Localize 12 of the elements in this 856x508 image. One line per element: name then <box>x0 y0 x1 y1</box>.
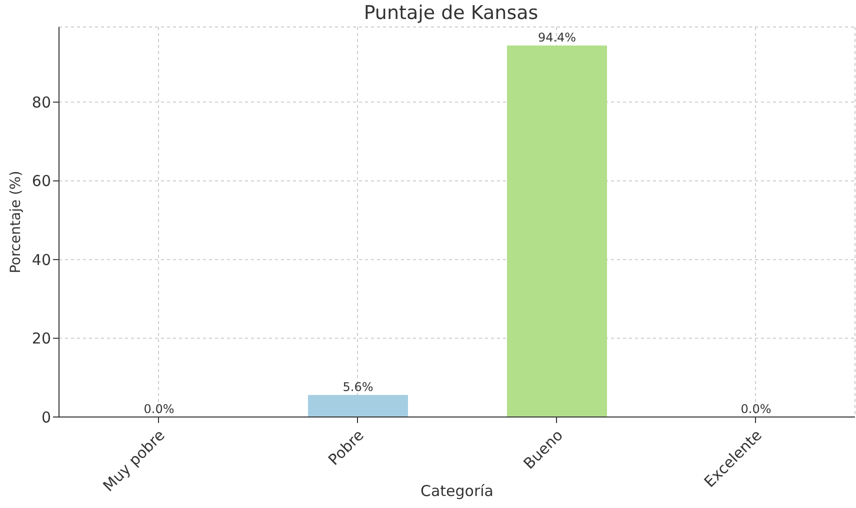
chart-title: Puntaje de Kansas <box>362 2 540 24</box>
y-tick-label: 20 <box>32 330 51 348</box>
data-label: 0.0% <box>740 402 772 416</box>
y-tick-label: 0 <box>41 408 51 426</box>
y-tick-label: 40 <box>32 250 51 269</box>
data-label: 0.0% <box>144 402 174 416</box>
data-label: 5.6% <box>342 380 374 394</box>
data-label: 94.4% <box>538 30 576 44</box>
x-axis-title: Categoría <box>420 482 494 500</box>
y-axis-title: Porcentaje (%) <box>8 170 24 274</box>
y-tick-label: 60 <box>32 172 51 190</box>
y-tick-label: 80 <box>32 93 51 112</box>
